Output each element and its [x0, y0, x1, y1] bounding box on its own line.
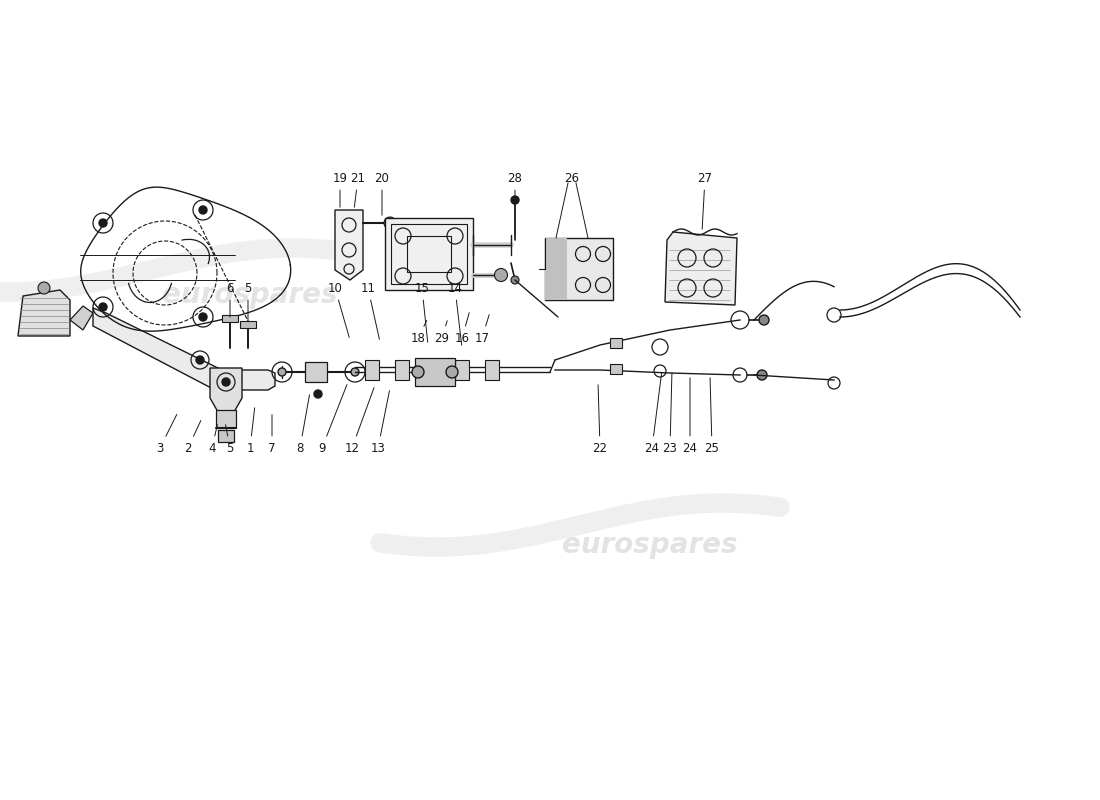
Text: 4: 4 [208, 425, 218, 454]
Bar [222, 315, 238, 322]
Text: 11: 11 [361, 282, 379, 339]
Bar [240, 321, 256, 328]
Text: 19: 19 [332, 171, 348, 207]
Text: 9: 9 [318, 385, 346, 454]
Text: 23: 23 [662, 373, 678, 454]
Bar [218, 430, 234, 442]
Polygon shape [336, 210, 363, 280]
Bar [407, 236, 451, 272]
Text: 26: 26 [564, 171, 580, 185]
Circle shape [314, 390, 322, 398]
Bar [610, 364, 621, 374]
Text: 27: 27 [697, 171, 713, 230]
Text: 3: 3 [156, 414, 177, 454]
Bar [455, 360, 469, 380]
Circle shape [412, 366, 424, 378]
Text: 16: 16 [454, 313, 470, 345]
Circle shape [757, 370, 767, 380]
Circle shape [512, 276, 519, 284]
Bar [544, 238, 566, 300]
Bar [425, 360, 439, 380]
Circle shape [39, 282, 50, 294]
Circle shape [99, 219, 107, 227]
Text: 14: 14 [448, 282, 462, 346]
Circle shape [222, 378, 230, 386]
Text: eurospares: eurospares [562, 531, 738, 559]
Text: eurospares: eurospares [163, 281, 338, 309]
Text: 18: 18 [410, 321, 427, 345]
Text: 17: 17 [474, 314, 490, 345]
Text: 25: 25 [705, 378, 719, 454]
Circle shape [199, 313, 207, 321]
Text: 5: 5 [244, 282, 252, 322]
Circle shape [99, 303, 107, 311]
Bar [544, 238, 613, 300]
Polygon shape [18, 290, 70, 336]
Circle shape [199, 206, 207, 214]
Text: 12: 12 [344, 388, 374, 454]
Bar [216, 410, 236, 428]
Polygon shape [666, 232, 737, 305]
Text: 5: 5 [226, 425, 233, 454]
Polygon shape [70, 306, 94, 330]
Circle shape [446, 366, 458, 378]
Bar [390, 224, 468, 284]
Bar [385, 218, 473, 290]
Polygon shape [210, 368, 242, 412]
Circle shape [495, 269, 507, 282]
Circle shape [384, 217, 396, 229]
Polygon shape [94, 308, 275, 390]
Bar [485, 360, 499, 380]
Text: 20: 20 [375, 171, 389, 215]
Text: 24: 24 [682, 378, 697, 454]
Text: 29: 29 [434, 321, 450, 345]
Text: 6: 6 [227, 282, 233, 318]
Bar [610, 338, 621, 348]
Text: 8: 8 [296, 394, 309, 454]
Text: 15: 15 [415, 282, 429, 342]
Circle shape [278, 368, 286, 376]
Circle shape [351, 368, 359, 376]
Circle shape [196, 356, 204, 364]
Bar [365, 360, 380, 380]
Text: 13: 13 [371, 390, 389, 454]
Text: 22: 22 [593, 385, 607, 454]
Text: 2: 2 [185, 421, 201, 454]
Circle shape [512, 196, 519, 204]
Text: 7: 7 [268, 414, 276, 454]
Text: 24: 24 [645, 373, 661, 454]
Text: 28: 28 [507, 171, 522, 235]
Bar [415, 358, 455, 386]
Bar [305, 362, 327, 382]
Text: 21: 21 [351, 171, 365, 207]
Circle shape [759, 315, 769, 325]
Text: 1: 1 [246, 408, 255, 454]
Text: 10: 10 [328, 282, 349, 338]
Bar [395, 360, 409, 380]
